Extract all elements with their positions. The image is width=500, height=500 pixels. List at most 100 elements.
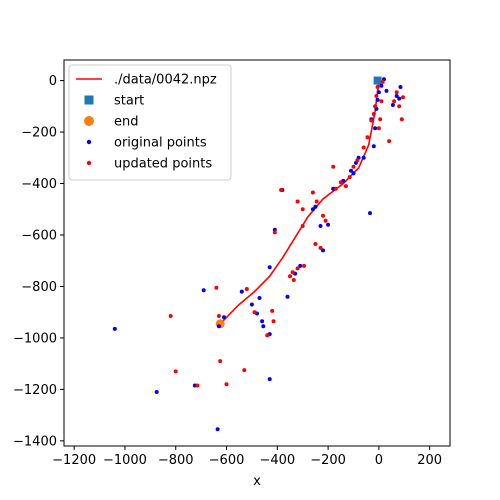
original-point bbox=[201, 288, 206, 293]
updated-point bbox=[242, 368, 247, 373]
y-tick-label: −200 bbox=[21, 126, 57, 141]
updated-point bbox=[252, 310, 257, 315]
original-point bbox=[267, 377, 272, 382]
original-point bbox=[384, 88, 389, 93]
legend-box bbox=[68, 64, 232, 181]
legend-label: ./data/0042.npz bbox=[114, 73, 217, 88]
original-point bbox=[321, 248, 325, 253]
original-point bbox=[267, 265, 272, 270]
original-point bbox=[222, 315, 226, 320]
updated-point bbox=[265, 333, 270, 338]
updated-point bbox=[373, 104, 378, 109]
updated-point bbox=[271, 319, 276, 324]
legend-label: updated points bbox=[114, 157, 212, 172]
original-point bbox=[310, 207, 315, 212]
updated-point bbox=[288, 274, 292, 279]
x-axis-label: x bbox=[253, 474, 261, 489]
original-point bbox=[154, 390, 159, 394]
updated-point bbox=[375, 85, 380, 89]
original-point bbox=[375, 97, 380, 102]
updated-point bbox=[168, 314, 173, 318]
original-point bbox=[112, 326, 117, 331]
updated-point bbox=[214, 285, 219, 290]
original-point bbox=[379, 83, 384, 88]
updated-point bbox=[272, 230, 277, 235]
original-point bbox=[394, 94, 399, 98]
updated-point bbox=[374, 94, 379, 98]
original-point bbox=[239, 289, 244, 294]
legend-label: original points bbox=[114, 136, 207, 151]
y-tick-label: −1000 bbox=[13, 331, 57, 346]
original-point bbox=[349, 168, 353, 173]
original-point bbox=[257, 296, 262, 300]
original-point bbox=[215, 427, 220, 432]
updated-point bbox=[300, 224, 305, 228]
plot-area bbox=[112, 76, 405, 432]
plot-content bbox=[112, 76, 405, 432]
updated-point bbox=[331, 164, 336, 169]
y-tick-label: −400 bbox=[21, 177, 57, 192]
x-axis: −1200 −1000 −800 −600 −400 −200 0 200 bbox=[52, 446, 442, 468]
x-tick-label: −200 bbox=[310, 453, 346, 468]
updated-point bbox=[371, 112, 376, 116]
original-point bbox=[376, 90, 381, 95]
legend-square-swatch bbox=[84, 95, 94, 105]
original-point bbox=[361, 155, 366, 160]
start-marker bbox=[373, 76, 382, 85]
y-tick-label: −600 bbox=[21, 228, 57, 243]
updated-point bbox=[318, 245, 323, 250]
updated-point bbox=[392, 99, 397, 104]
original-point bbox=[313, 204, 318, 209]
axes-frame bbox=[63, 59, 451, 447]
y-axis: −1400 −1200 −1000 −800 −600 −400 −200 0 bbox=[13, 74, 64, 449]
y-tick-label: −800 bbox=[21, 280, 57, 295]
legend-dot-swatch bbox=[86, 139, 92, 145]
updated-point bbox=[361, 145, 366, 150]
updated-point bbox=[365, 135, 370, 140]
updated-point bbox=[338, 180, 343, 185]
updated-point bbox=[295, 199, 300, 204]
updated-point bbox=[290, 270, 295, 275]
original-point bbox=[249, 302, 254, 307]
updated-point bbox=[351, 164, 356, 169]
updated-point bbox=[302, 263, 306, 268]
original-point bbox=[318, 224, 323, 228]
updated-point bbox=[244, 287, 249, 291]
updated-point bbox=[397, 104, 402, 109]
original-point bbox=[390, 103, 395, 107]
updated-point bbox=[380, 79, 385, 84]
updated-point bbox=[401, 95, 405, 100]
updated-point bbox=[343, 184, 348, 189]
updated-point bbox=[376, 126, 381, 131]
legend-label: start bbox=[114, 94, 144, 109]
original-point bbox=[368, 211, 372, 216]
updated-point bbox=[387, 139, 392, 144]
original-point bbox=[397, 96, 402, 101]
original-point bbox=[260, 319, 265, 324]
updated-point bbox=[355, 158, 360, 163]
updated-point bbox=[218, 359, 223, 364]
updated-point bbox=[216, 314, 221, 318]
original-point bbox=[298, 263, 303, 268]
y-tick-label: 0 bbox=[49, 74, 57, 89]
original-point bbox=[261, 324, 266, 329]
updated-point bbox=[195, 383, 200, 388]
x-tick-label: −400 bbox=[259, 453, 295, 468]
legend-circle-swatch bbox=[84, 116, 94, 126]
updated-point bbox=[394, 90, 399, 95]
x-tick-label: 0 bbox=[375, 453, 383, 468]
updated-point bbox=[291, 278, 296, 282]
original-point bbox=[373, 126, 378, 131]
original-point bbox=[285, 294, 290, 299]
legend-dot-swatch bbox=[86, 160, 92, 166]
x-tick-label: −600 bbox=[209, 453, 245, 468]
original-point bbox=[326, 222, 331, 227]
original-point bbox=[398, 85, 403, 89]
trajectory-line bbox=[219, 80, 380, 325]
updated-point bbox=[314, 199, 319, 204]
updated-point bbox=[323, 218, 328, 223]
updated-point bbox=[310, 190, 315, 195]
y-tick-label: −1400 bbox=[13, 434, 57, 449]
original-point bbox=[216, 324, 221, 329]
x-tick-label: −1000 bbox=[103, 453, 147, 468]
